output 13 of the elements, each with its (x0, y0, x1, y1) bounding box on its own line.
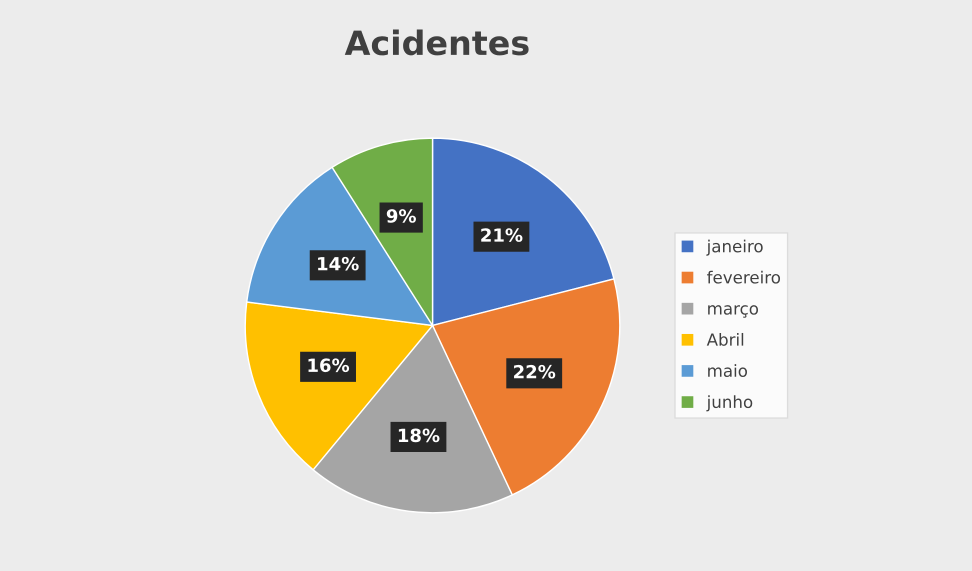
data-label: 9% (386, 209, 416, 223)
legend-label: janeiro (706, 240, 763, 256)
legend-label: maio (708, 364, 748, 377)
data-label: 21% (481, 228, 522, 242)
data-label: 14% (318, 256, 359, 270)
legend-label: fevereiro (707, 270, 780, 284)
chart-title: Acidentes (344, 30, 529, 56)
legend-label: junho (706, 395, 752, 412)
data-label: 22% (514, 364, 556, 379)
data-label: 18% (398, 428, 440, 442)
data-label: 16% (308, 358, 350, 372)
legend-label: março (708, 305, 758, 318)
legend-label: Abril (706, 332, 744, 346)
